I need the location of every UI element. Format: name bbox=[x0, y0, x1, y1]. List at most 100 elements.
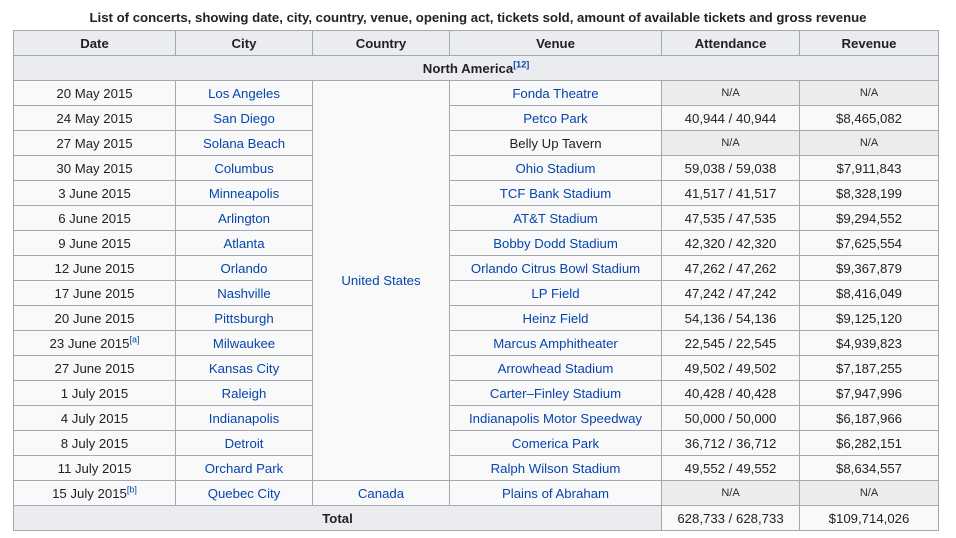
attendance-cell: 41,517 / 41,517 bbox=[661, 180, 800, 206]
city-link[interactable]: Detroit bbox=[224, 435, 264, 451]
revenue-cell: $6,282,151 bbox=[799, 430, 939, 456]
venue-link[interactable]: Arrowhead Stadium bbox=[497, 360, 614, 376]
city-link[interactable]: Pittsburgh bbox=[214, 310, 274, 326]
region-header: North America[12] bbox=[13, 55, 939, 81]
country-link[interactable]: Canada bbox=[357, 485, 405, 501]
revenue-cell: $6,187,966 bbox=[799, 405, 939, 431]
venue-cell: Comerica Park bbox=[449, 430, 662, 456]
city-cell: Nashville bbox=[175, 280, 313, 306]
attendance-cell: 50,000 / 50,000 bbox=[661, 405, 800, 431]
venue-link[interactable]: Orlando Citrus Bowl Stadium bbox=[470, 260, 641, 276]
city-link[interactable]: Columbus bbox=[214, 160, 274, 176]
region-reference-link[interactable]: [12] bbox=[513, 59, 530, 70]
date-text: 9 June 2015 bbox=[58, 235, 131, 251]
city-cell: Minneapolis bbox=[175, 180, 313, 206]
note-link[interactable]: [a] bbox=[129, 334, 140, 345]
venue-link[interactable]: Plains of Abraham bbox=[501, 485, 610, 501]
city-cell: Orlando bbox=[175, 255, 313, 281]
city-link[interactable]: Kansas City bbox=[208, 360, 280, 376]
city-link[interactable]: Solana Beach bbox=[202, 135, 286, 151]
venue-link[interactable]: Comerica Park bbox=[511, 435, 600, 451]
venue-link[interactable]: Marcus Amphitheater bbox=[493, 335, 618, 351]
table-row: 15 July 2015[b] Quebec City Canada Plains o… bbox=[13, 480, 939, 506]
venue-link[interactable]: Heinz Field bbox=[522, 310, 589, 326]
city-link[interactable]: Quebec City bbox=[207, 485, 281, 501]
city-link[interactable]: San Diego bbox=[213, 110, 275, 126]
city-link[interactable]: Atlanta bbox=[223, 235, 265, 251]
header-revenue[interactable]: Revenue bbox=[799, 30, 939, 56]
date-cell: 4 July 2015 bbox=[13, 405, 176, 431]
city-link[interactable]: Raleigh bbox=[221, 385, 267, 401]
revenue-cell: $9,125,120 bbox=[799, 305, 939, 331]
revenue-cell: $7,947,996 bbox=[799, 380, 939, 406]
venue-cell: Petco Park bbox=[449, 105, 662, 131]
date-text: 20 June 2015 bbox=[54, 310, 135, 326]
header-country[interactable]: Country bbox=[312, 30, 450, 56]
header-venue[interactable]: Venue bbox=[449, 30, 662, 56]
country-cell-canada: Canada bbox=[312, 480, 450, 506]
venue-link[interactable]: Fonda Theatre bbox=[512, 85, 599, 101]
header-row: Date City Country Venue Attendance Reven… bbox=[13, 30, 939, 56]
revenue-cell: N/A bbox=[799, 130, 939, 156]
attendance-cell: N/A bbox=[661, 130, 800, 156]
header-city[interactable]: City bbox=[175, 30, 313, 56]
date-cell: 12 June 2015 bbox=[13, 255, 176, 281]
city-link[interactable]: Minneapolis bbox=[208, 185, 280, 201]
revenue-cell: N/A bbox=[799, 80, 939, 106]
table-row: 30 May 2015 Columbus Ohio Stadium 59,038 / … bbox=[13, 155, 939, 181]
venue-link[interactable]: LP Field bbox=[531, 285, 580, 301]
attendance-cell: N/A bbox=[661, 480, 800, 506]
venue-link[interactable]: Petco Park bbox=[523, 110, 588, 126]
total-row: Total 628,733 / 628,733 $109,714,026 bbox=[13, 505, 939, 531]
date-cell: 8 July 2015 bbox=[13, 430, 176, 456]
date-text: 4 July 2015 bbox=[60, 410, 129, 426]
city-cell: Orchard Park bbox=[175, 455, 313, 481]
venue-cell: AT&T Stadium bbox=[449, 205, 662, 231]
venue-link[interactable]: AT&T Stadium bbox=[513, 210, 598, 226]
venue-link[interactable]: Ralph Wilson Stadium bbox=[490, 460, 621, 476]
venue-link[interactable]: Ohio Stadium bbox=[515, 160, 596, 176]
attendance-cell: 42,320 / 42,320 bbox=[661, 230, 800, 256]
date-cell: 3 June 2015 bbox=[13, 180, 176, 206]
date-cell: 30 May 2015 bbox=[13, 155, 176, 181]
table-row: 6 June 2015 Arlington AT&T Stadium 47,535 /… bbox=[13, 205, 939, 231]
venue-cell: Carter–Finley Stadium bbox=[449, 380, 662, 406]
venue-link[interactable]: Bobby Dodd Stadium bbox=[493, 235, 618, 251]
revenue-cell: $8,416,049 bbox=[799, 280, 939, 306]
table-row: 17 June 2015 Nashville LP Field 47,242 / 47… bbox=[13, 280, 939, 306]
date-text: 30 May 2015 bbox=[56, 160, 133, 176]
attendance-cell: 40,428 / 40,428 bbox=[661, 380, 800, 406]
date-cell: 15 July 2015[b] bbox=[13, 480, 176, 506]
city-link[interactable]: Milwaukee bbox=[212, 335, 276, 351]
venue-cell: Arrowhead Stadium bbox=[449, 355, 662, 381]
venue-link[interactable]: TCF Bank Stadium bbox=[499, 185, 612, 201]
table-row: 11 July 2015 Orchard Park Ralph Wilson Sta… bbox=[13, 455, 939, 481]
city-link[interactable]: Los Angeles bbox=[208, 85, 280, 101]
city-link[interactable]: Orlando bbox=[220, 260, 268, 276]
country-cell-united-states: United States bbox=[312, 80, 450, 481]
attendance-cell: 22,545 / 22,545 bbox=[661, 330, 800, 356]
revenue-cell: $8,634,557 bbox=[799, 455, 939, 481]
header-attendance[interactable]: Attendance bbox=[661, 30, 800, 56]
region-label: North America bbox=[422, 60, 514, 76]
city-link[interactable]: Indianapolis bbox=[208, 410, 280, 426]
country-link[interactable]: United States bbox=[341, 273, 421, 288]
concerts-table: Date City Country Venue Attendance Reven… bbox=[13, 30, 939, 531]
city-cell: Pittsburgh bbox=[175, 305, 313, 331]
header-date[interactable]: Date bbox=[13, 30, 176, 56]
table-row: 27 June 2015 Kansas City Arrowhead Stadium… bbox=[13, 355, 939, 381]
date-cell: 1 July 2015 bbox=[13, 380, 176, 406]
venue-link[interactable]: Carter–Finley Stadium bbox=[489, 385, 622, 401]
city-link[interactable]: Arlington bbox=[217, 210, 271, 226]
venue-cell: Belly Up Tavern bbox=[449, 130, 662, 156]
city-cell: Columbus bbox=[175, 155, 313, 181]
date-cell: 27 June 2015 bbox=[13, 355, 176, 381]
venue-link[interactable]: Indianapolis Motor Speedway bbox=[468, 410, 642, 426]
attendance-cell: 47,242 / 47,242 bbox=[661, 280, 800, 306]
city-link[interactable]: Nashville bbox=[217, 285, 271, 301]
total-revenue: $109,714,026 bbox=[799, 505, 939, 531]
city-link[interactable]: Orchard Park bbox=[204, 460, 284, 476]
date-cell: 20 June 2015 bbox=[13, 305, 176, 331]
note-link[interactable]: [b] bbox=[126, 484, 137, 495]
